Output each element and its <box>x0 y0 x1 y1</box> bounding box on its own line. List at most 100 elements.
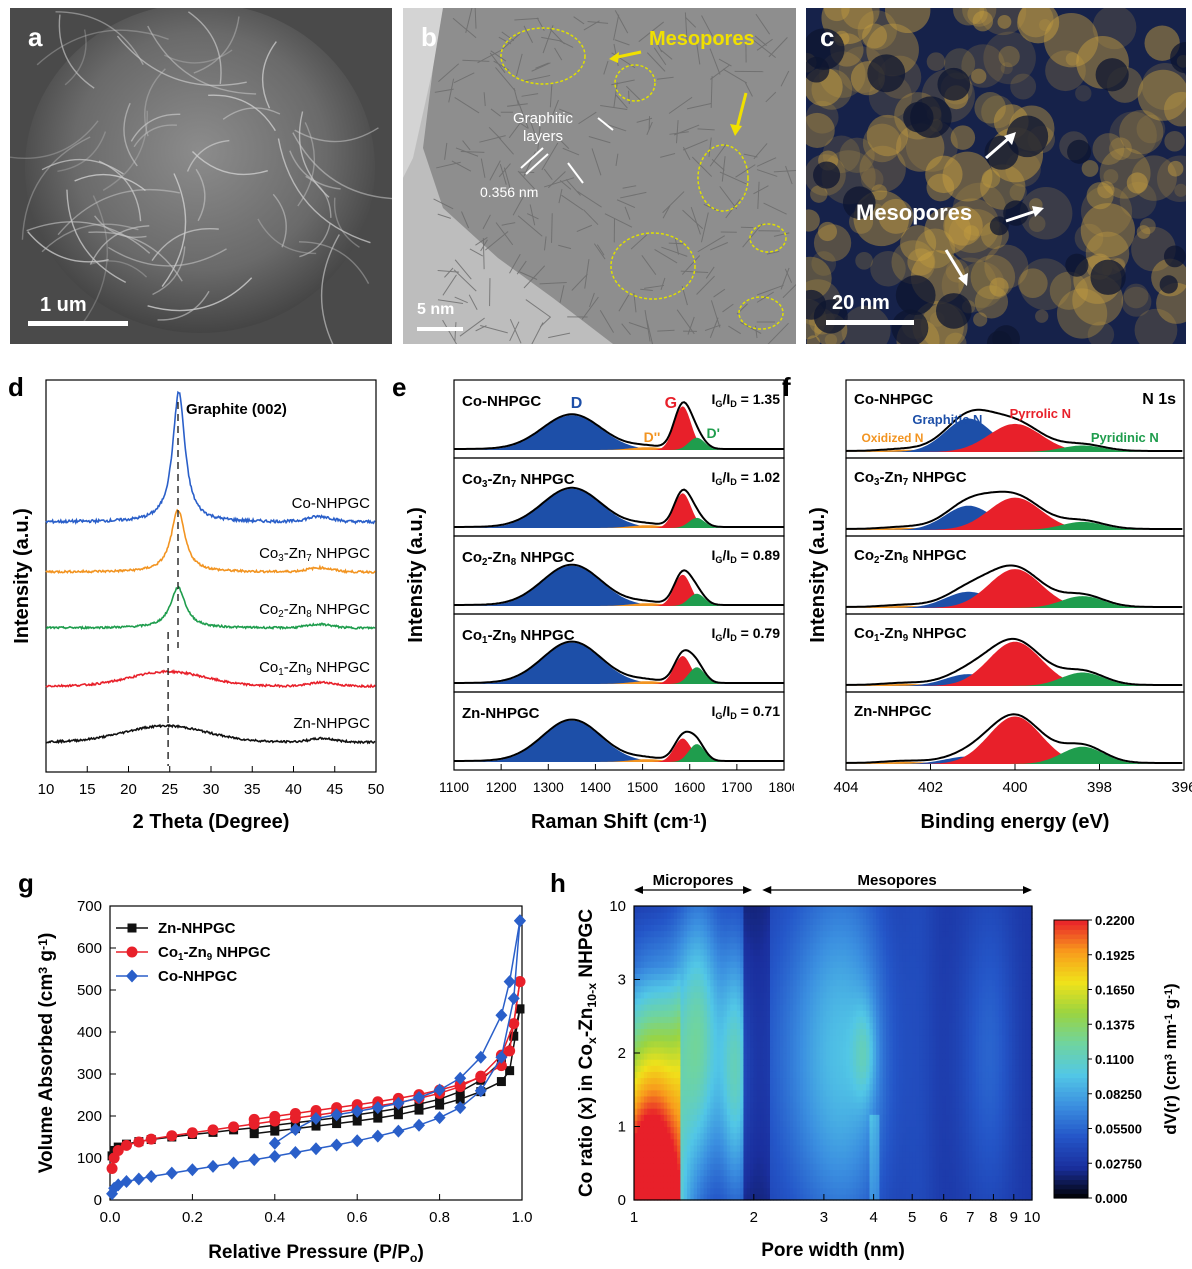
heatmap-cell <box>640 1187 645 1195</box>
heatmap-cell <box>896 1053 900 1060</box>
heatmap-cell <box>866 1077 871 1085</box>
heatmap-cell <box>730 979 735 987</box>
tem-lattice-fringe <box>710 300 721 328</box>
tem-lattice-fringe <box>660 277 666 290</box>
heatmap-cell <box>753 1059 758 1066</box>
tem-lattice-fringe <box>622 185 637 189</box>
heatmap-cell <box>889 1175 894 1183</box>
heatmap-cell <box>842 1028 847 1036</box>
heatmap-cell <box>866 1175 871 1183</box>
heatmap-cell <box>839 936 844 944</box>
heatmap-cell <box>882 1077 887 1085</box>
heatmap-cell <box>703 1138 708 1146</box>
heatmap-cell <box>670 1083 675 1091</box>
heatmap-cell <box>693 948 698 956</box>
heatmap-cell <box>756 1022 761 1030</box>
heatmap-cell <box>796 918 801 925</box>
mapping-signal-blob <box>967 8 988 25</box>
heatmap-cell <box>736 961 741 968</box>
heatmap-cell <box>849 979 854 987</box>
heatmap-cell <box>789 1114 794 1121</box>
heatmap-cell <box>653 936 658 944</box>
component-label: Graphitic N <box>912 412 982 427</box>
heatmap-cell <box>902 1108 907 1115</box>
tem-lattice-fringe <box>516 260 527 275</box>
heatmap-cell <box>740 1034 745 1042</box>
heatmap-cell <box>753 1040 758 1048</box>
heatmap-cell <box>720 1114 725 1121</box>
heatmap-cell <box>710 912 715 919</box>
heatmap-cell <box>660 1095 665 1103</box>
isotherm-point <box>248 1113 260 1125</box>
heatmap-cell <box>856 1151 861 1158</box>
heatmap-cell <box>634 1144 638 1152</box>
heatmap-cell <box>677 906 682 913</box>
heatmap-cell <box>902 1089 907 1097</box>
heatmap-cell <box>892 1144 897 1152</box>
heatmap-cell <box>886 1059 890 1066</box>
heatmap-cell <box>640 991 645 999</box>
heatmap-cell <box>793 1089 798 1097</box>
y-tick-label: 600 <box>77 940 102 957</box>
heatmap-cell <box>673 985 678 993</box>
heatmap-cell <box>793 1175 798 1183</box>
mapping-signal-blob <box>915 228 956 269</box>
heatmap-cell <box>852 1193 857 1201</box>
heatmap-cell <box>683 973 688 981</box>
heatmap-cell <box>833 942 837 950</box>
heatmap-cell <box>700 979 705 987</box>
heatmap-cell <box>687 1151 691 1158</box>
mapping-signal-blob <box>970 254 1016 300</box>
heatmap-cell <box>713 1022 718 1030</box>
heatmap-cell <box>716 1065 721 1072</box>
heatmap-cell <box>899 924 904 932</box>
tem-lattice-fringe <box>503 167 513 195</box>
mapping-pore-void <box>1170 41 1186 74</box>
mapping-signal-blob <box>810 185 828 203</box>
heatmap-cell <box>806 985 811 993</box>
heatmap-cell <box>813 1102 818 1109</box>
heatmap-cell <box>730 930 735 938</box>
heatmap-cell <box>653 1169 658 1177</box>
heatmap-cell <box>813 1175 818 1183</box>
heatmap-cell <box>660 1175 665 1183</box>
xps-component-fill <box>846 746 1184 764</box>
heatmap-cell <box>736 991 741 999</box>
heatmap-cell <box>640 1132 645 1140</box>
heatmap-cell <box>690 936 695 944</box>
heatmap-cell <box>849 1151 854 1158</box>
heatmap-cell <box>750 1108 754 1115</box>
mapping-signal-blob <box>885 8 931 34</box>
heatmap-cell <box>836 1187 841 1195</box>
heatmap-cell <box>899 1151 904 1158</box>
heatmap-cell <box>876 912 881 919</box>
heatmap-cell <box>799 1108 804 1115</box>
heatmap-cell <box>670 1120 675 1128</box>
heatmap-cell <box>819 1016 824 1023</box>
heatmap-cell <box>700 1163 705 1170</box>
heatmap-cell <box>740 1193 745 1201</box>
heatmap-cell <box>763 1157 768 1164</box>
heatmap-cell <box>819 973 824 981</box>
heatmap-cell <box>892 1132 897 1140</box>
heatmap-cell <box>637 961 642 968</box>
heatmap-cell <box>869 1089 874 1097</box>
heatmap-cell <box>846 991 851 999</box>
heatmap-cell <box>706 1175 711 1183</box>
heatmap-cell <box>809 1102 814 1109</box>
heatmap-cell <box>902 973 907 981</box>
heatmap-cell <box>876 1169 881 1177</box>
heatmap-cell <box>849 1175 854 1183</box>
heatmap-cell <box>882 997 887 1005</box>
heatmap-cell <box>859 930 864 938</box>
heatmap-cell <box>879 1034 884 1042</box>
heatmap-cell <box>667 1089 672 1097</box>
heatmap-cell <box>876 1028 881 1036</box>
heatmap-cell <box>829 1040 834 1048</box>
heatmap-cell <box>640 924 645 932</box>
heatmap-cell <box>716 1126 721 1134</box>
heatmap-cell <box>760 1193 764 1201</box>
tem-lattice-fringe <box>477 49 503 64</box>
heatmap-cell <box>823 1193 827 1201</box>
heatmap-cell <box>849 1169 854 1177</box>
